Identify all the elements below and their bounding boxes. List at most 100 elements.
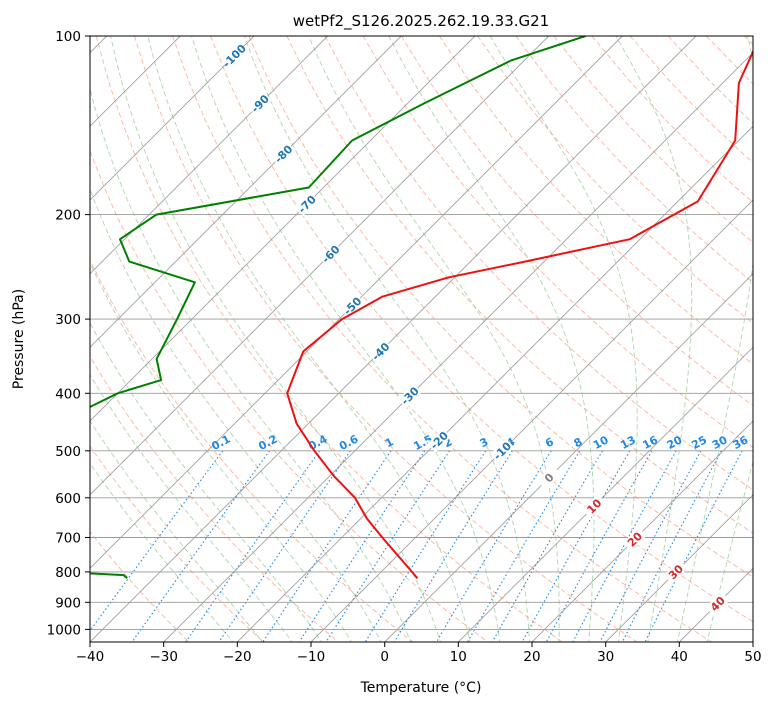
moist-adiabat-line <box>191 36 501 642</box>
isotherm-label: -50 <box>341 294 364 317</box>
isotherm-label: -80 <box>272 142 295 165</box>
y-tick-label: 1000 <box>47 622 81 638</box>
dry-adiabat-line <box>133 36 638 642</box>
chart-title: wetPf2_S126.2025.262.19.33.G21 <box>293 12 549 31</box>
mixing-ratio-label: 30 <box>710 433 730 452</box>
isotherm-line <box>236 125 753 642</box>
dry-adiabat-line <box>90 149 489 642</box>
y-tick-label: 900 <box>55 595 81 611</box>
isotherm-label-bg <box>490 438 515 463</box>
isotherm-label-bg <box>271 141 296 166</box>
isotherm-line <box>90 36 402 348</box>
isotherm-line <box>90 36 550 496</box>
isotherm-label: -60 <box>319 242 342 265</box>
y-axis: 100 200 300 400 500 600 700 800 900 1000 <box>47 29 90 638</box>
mixing-ratio-label: 0.1 <box>209 432 232 453</box>
gridlines <box>90 36 753 642</box>
mixing-ratio-label: 25 <box>689 433 709 452</box>
mixing-ratio-line <box>298 450 426 642</box>
isotherm-line <box>457 346 753 642</box>
isotherm-label-bg <box>368 339 393 364</box>
isotherm-label-bg <box>397 383 422 408</box>
isotherm-line <box>531 420 753 642</box>
isotherm-line <box>90 36 697 642</box>
isotherm-label-bg <box>663 559 688 584</box>
moist-adiabat-line <box>147 36 471 642</box>
y-tick-label: 300 <box>55 312 81 328</box>
isotherm-line <box>90 36 476 422</box>
mixing-ratio-line <box>599 450 702 642</box>
isotherm-label-bg <box>427 428 452 453</box>
dewpoint-profile-line <box>90 36 586 580</box>
dry-adiabat-line <box>477 36 753 324</box>
dry-adiabat-line <box>90 259 414 642</box>
y-tick-label: 500 <box>55 444 81 460</box>
y-tick-label: 400 <box>55 386 81 402</box>
isotherm-label: -100 <box>220 42 249 71</box>
y-tick-label: 700 <box>55 531 81 547</box>
isotherm-line <box>163 52 753 642</box>
dry-adiabat-line <box>439 36 753 365</box>
y-tick-label: 200 <box>55 208 81 224</box>
mixing-ratio-line <box>521 450 631 642</box>
isotherm-label: -70 <box>296 193 319 216</box>
mixing-ratio-line <box>218 450 351 642</box>
moist-adiabat-line <box>489 36 638 642</box>
mixing-ratio-label: 3 <box>478 435 491 450</box>
isotherm-label-bg <box>705 591 730 616</box>
mixing-ratio-line <box>491 450 603 642</box>
mixing-ratio-line <box>325 450 451 642</box>
mixing-ratio-line <box>131 450 271 642</box>
isotherm-label-bg <box>318 241 343 267</box>
x-tick-label: 10 <box>450 649 467 665</box>
mixing-ratio-line <box>572 450 677 642</box>
mixing-ratio-label: 20 <box>665 433 685 452</box>
isotherm-label-bg <box>340 293 365 318</box>
moist-adiabat-line <box>90 462 234 642</box>
profile-series <box>90 36 753 580</box>
mixing-ratio-label: 0.2 <box>256 432 279 453</box>
x-tick-label: 40 <box>671 649 688 665</box>
y-tick-label: 100 <box>55 29 81 45</box>
moist-adiabat-line <box>90 373 293 642</box>
isotherm-line <box>90 36 255 201</box>
dry-adiabat-line <box>248 36 753 578</box>
isotherm-label: -40 <box>369 340 392 363</box>
dry-adiabat-line <box>90 445 265 642</box>
isotherm-label-bg <box>536 465 562 490</box>
isotherm-line <box>310 199 753 642</box>
y-tick-label: 800 <box>55 565 81 581</box>
moist-adiabat-line <box>90 261 352 642</box>
dry-adiabat-line <box>553 36 753 243</box>
isotherm-label-bg <box>222 43 247 68</box>
mixing-ratio-line <box>185 450 321 642</box>
temperature-profile-line <box>286 49 753 579</box>
dry-adiabat-line <box>744 36 753 46</box>
x-tick-label: −40 <box>76 649 105 665</box>
mixing-ratio-label: 36 <box>731 433 751 452</box>
mixing-ratio-label: 1 <box>383 435 396 450</box>
dry-adiabat-line <box>286 36 753 534</box>
x-tick-label: 0 <box>380 649 389 665</box>
mixing-ratio-line <box>393 450 513 642</box>
isotherm-line <box>678 567 753 642</box>
isotherm-label-bg <box>622 527 647 552</box>
moist-adiabat-line <box>308 36 560 642</box>
y-axis-label: Pressure (hPa) <box>11 289 27 389</box>
moist-adiabat-line <box>90 420 263 642</box>
dry-adiabat-line <box>362 36 753 448</box>
x-tick-label: 20 <box>523 649 540 665</box>
mixing-ratio-line <box>466 450 581 642</box>
y-tick-label: 600 <box>55 491 81 507</box>
isotherm-line <box>605 494 753 642</box>
moist-adiabat-line <box>90 188 382 642</box>
isotherm-line <box>384 273 753 642</box>
mixing-ratio-label: 13 <box>618 433 638 452</box>
x-tick-label: 50 <box>744 649 761 665</box>
moist-adiabat-line <box>90 87 412 642</box>
background-lines <box>90 36 753 642</box>
mixing-ratio-label: 16 <box>640 433 660 452</box>
x-axis-label: Temperature (°C) <box>360 680 482 696</box>
x-tick-label: 30 <box>597 649 614 665</box>
